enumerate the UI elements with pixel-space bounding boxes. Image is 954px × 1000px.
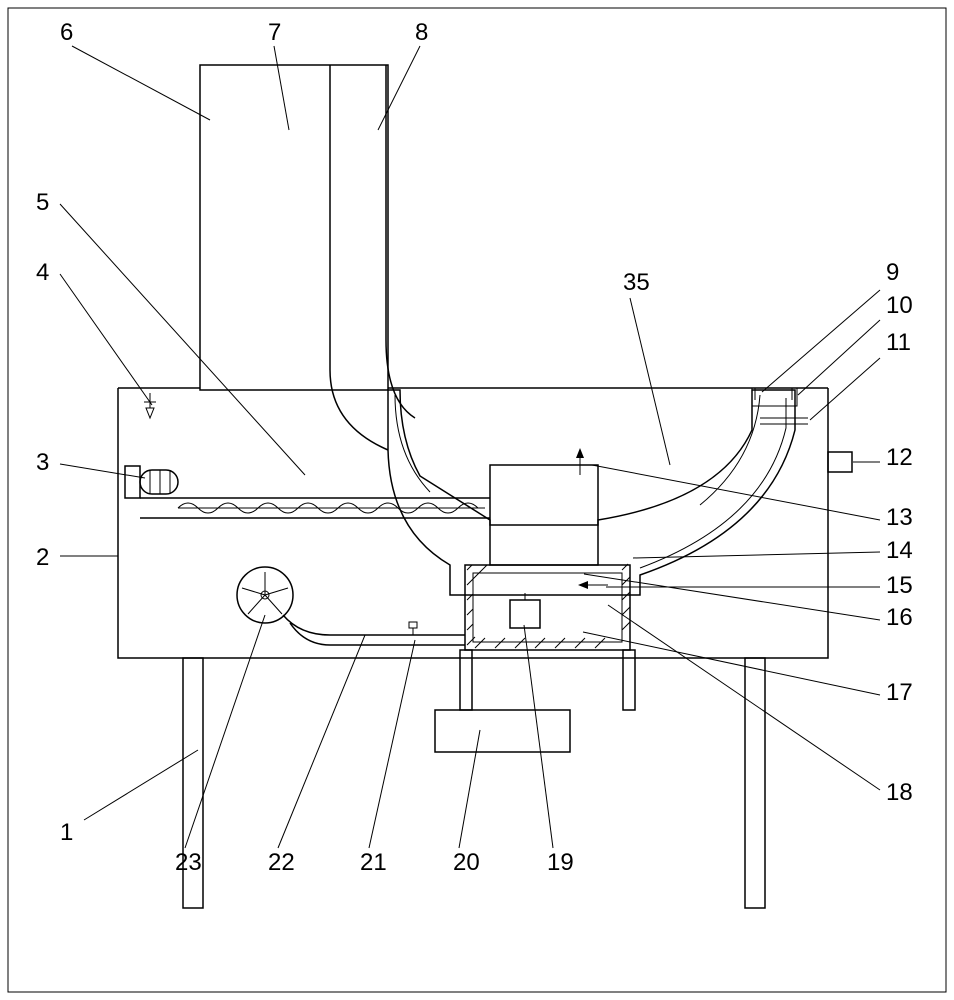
- frame-border: [8, 8, 946, 992]
- label-1: 1: [60, 819, 73, 846]
- label-20: 20: [453, 849, 480, 876]
- labels: 123456789101112131415161718192021222335: [36, 19, 913, 876]
- label-22: 22: [268, 849, 295, 876]
- leader-21: [369, 640, 415, 848]
- label-3: 3: [36, 449, 49, 476]
- label-6: 6: [60, 19, 73, 46]
- leader-4: [60, 274, 152, 405]
- leader-8: [378, 46, 420, 130]
- label-12: 12: [886, 444, 913, 471]
- leader-35: [630, 298, 670, 465]
- fan-duct: [283, 615, 465, 645]
- leader-22: [278, 635, 365, 848]
- label-5: 5: [36, 189, 49, 216]
- label-16: 16: [886, 604, 913, 631]
- label-9: 9: [886, 259, 899, 286]
- support-posts: [460, 650, 635, 710]
- leader-23: [185, 615, 265, 848]
- bowl: [388, 388, 795, 595]
- label-11: 11: [886, 329, 911, 356]
- diagram-container: 123456789101112131415161718192021222335: [0, 0, 954, 1000]
- label-17: 17: [886, 679, 913, 706]
- label-7: 7: [268, 19, 281, 46]
- leader-1: [84, 750, 198, 820]
- label-4: 4: [36, 259, 49, 286]
- side-knob: [828, 452, 852, 472]
- leader-20: [459, 730, 480, 848]
- label-14: 14: [886, 537, 913, 564]
- label-13: 13: [886, 504, 913, 531]
- label-18: 18: [886, 779, 913, 806]
- label-10: 10: [886, 292, 913, 319]
- label-23: 23: [175, 849, 202, 876]
- label-2: 2: [36, 544, 49, 571]
- leader-18: [608, 605, 880, 790]
- leader-5: [60, 204, 305, 475]
- label-21: 21: [360, 849, 387, 876]
- leader-7: [274, 46, 289, 130]
- motor: [125, 466, 178, 498]
- leader-6: [72, 46, 210, 120]
- leader-16: [584, 574, 880, 620]
- label-19: 19: [547, 849, 574, 876]
- label-8: 8: [415, 19, 428, 46]
- fan: [237, 567, 293, 623]
- label-35: 35: [623, 269, 650, 296]
- leader-9: [762, 290, 880, 392]
- label-15: 15: [886, 572, 913, 599]
- leader-17: [583, 632, 880, 695]
- ash-box: [435, 710, 570, 752]
- hopper-assembly: [200, 65, 415, 450]
- schematic-svg: 123456789101112131415161718192021222335: [0, 0, 954, 1000]
- leader-10: [798, 320, 880, 395]
- leader-11: [810, 358, 880, 420]
- valve: [409, 622, 417, 635]
- screw-conveyor: [140, 498, 490, 518]
